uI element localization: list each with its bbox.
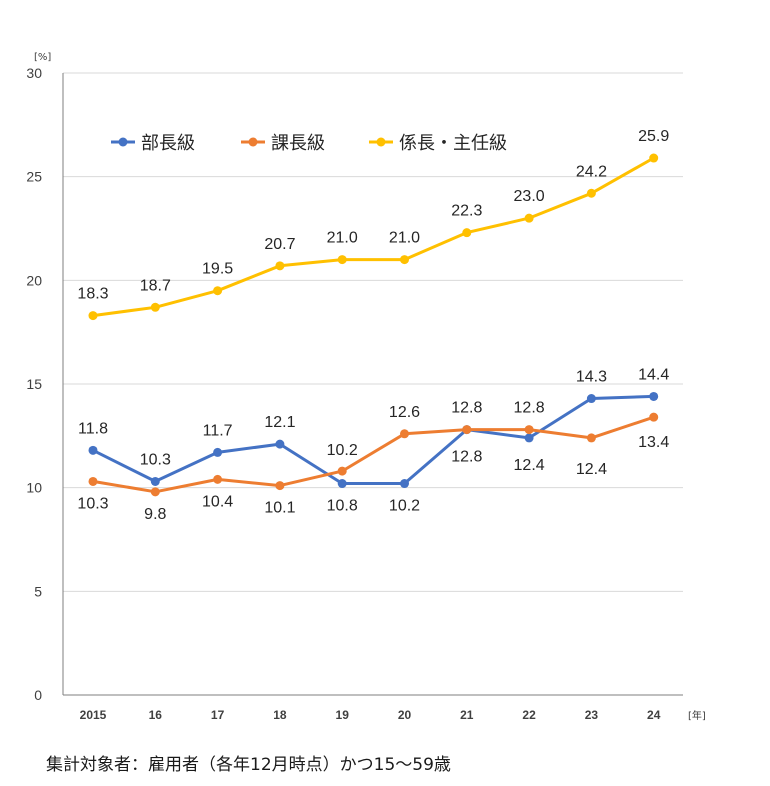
legend-label: 部長級 <box>141 133 195 154</box>
data-point <box>88 445 98 455</box>
data-label: 10.2 <box>327 442 358 459</box>
data-point <box>400 255 409 265</box>
data-label: 20.7 <box>264 236 295 253</box>
data-label: 18.3 <box>77 286 108 303</box>
data-point <box>649 153 659 163</box>
footnote: 集計対象者：雇用者（各年12月時点）かつ15～59歳 <box>46 755 451 775</box>
data-point <box>586 433 596 443</box>
legend-label: 係長・主任級 <box>399 133 507 154</box>
data-point <box>649 412 659 422</box>
series-line <box>92 156 655 318</box>
data-label: 12.8 <box>451 449 482 466</box>
x-tick-label: 18 <box>273 708 287 722</box>
data-label: 11.7 <box>203 422 233 439</box>
x-tick-label: 23 <box>585 708 599 722</box>
legend-marker <box>118 137 128 147</box>
data-label: 10.4 <box>202 493 233 510</box>
data-point <box>88 311 98 321</box>
x-tick-label: 20 <box>398 708 412 722</box>
data-point <box>337 255 347 265</box>
x-tick-label: 17 <box>211 708 225 722</box>
data-point <box>213 447 223 457</box>
legend-marker <box>248 137 258 147</box>
legend: 部長級 課長級 係長・主任級 <box>111 133 507 154</box>
data-label: 12.8 <box>451 400 482 417</box>
data-point <box>586 394 596 404</box>
data-label: 18.7 <box>140 277 171 294</box>
data-label: 12.8 <box>514 400 545 417</box>
data-point <box>150 302 160 312</box>
data-label: 21.0 <box>327 230 358 247</box>
data-label: 10.3 <box>140 451 171 468</box>
data-label: 10.8 <box>327 498 358 515</box>
data-point <box>400 429 409 439</box>
data-label: 12.4 <box>576 461 607 478</box>
data-label: 10.1 <box>264 500 295 517</box>
data-label: 13.4 <box>638 434 669 451</box>
data-point <box>337 479 347 489</box>
data-point <box>275 481 285 491</box>
y-tick-label: 5 <box>34 583 42 599</box>
data-point <box>150 476 160 486</box>
x-tick-label: 16 <box>149 708 163 722</box>
data-label: 10.3 <box>77 495 108 512</box>
y-tick-label: 10 <box>26 480 42 496</box>
x-tick-label: 24 <box>647 708 661 722</box>
data-point <box>337 466 347 476</box>
y-tick-label: 20 <box>26 272 42 288</box>
x-axis-unit-label: [年] <box>688 709 706 722</box>
axes: 0 5 10 15 20 25 30 [%] 2015 16 17 18 19 20 21 22 23 24 [年] <box>26 52 705 722</box>
data-label: 12.1 <box>264 414 295 431</box>
data-label: 12.6 <box>389 404 420 421</box>
data-point <box>150 487 160 497</box>
data-point <box>524 433 534 443</box>
data-point <box>462 228 472 238</box>
series-line <box>92 394 654 485</box>
y-tick-label: 25 <box>26 169 42 185</box>
data-label: 21.0 <box>389 230 420 247</box>
data-label: 22.3 <box>451 203 482 220</box>
line-chart: 0 5 10 15 20 25 30 [%] 2015 16 17 18 19 20 21 22 23 24 [年]… <box>26 52 705 722</box>
y-tick-label: 15 <box>26 376 42 392</box>
data-point <box>88 476 98 486</box>
x-tick-label: 2015 <box>80 708 107 722</box>
series-line <box>92 415 655 494</box>
series-lines <box>88 153 659 497</box>
data-labels: 11.8 10.3 11.7 12.1 10.8 10.2 12.8 12.4 14.3 14.4… <box>77 128 669 523</box>
x-tick-label: 21 <box>460 708 474 722</box>
data-label: 24.2 <box>576 163 607 180</box>
data-label: 11.8 <box>78 420 108 437</box>
y-tick-label: 0 <box>34 687 42 703</box>
data-label: 12.4 <box>514 457 545 474</box>
data-point <box>649 391 659 401</box>
legend-marker <box>376 137 386 147</box>
data-label: 9.8 <box>144 506 166 523</box>
data-point <box>213 286 223 296</box>
legend-label: 課長級 <box>271 133 325 154</box>
data-label: 19.5 <box>202 261 233 278</box>
data-point <box>462 425 472 435</box>
data-point <box>524 425 534 435</box>
x-tick-label: 22 <box>522 708 536 722</box>
y-axis-unit-label: [%] <box>34 52 51 63</box>
data-label: 23.0 <box>514 188 545 205</box>
data-point <box>275 261 285 271</box>
data-label: 25.9 <box>638 128 669 145</box>
data-label: 14.4 <box>638 366 669 383</box>
data-point <box>213 474 223 484</box>
y-tick-label: 30 <box>26 65 42 81</box>
data-label: 14.3 <box>576 369 607 386</box>
data-point <box>586 188 596 198</box>
data-point <box>524 213 534 223</box>
data-label: 10.2 <box>389 498 420 515</box>
gridlines <box>63 72 683 592</box>
data-point <box>275 439 285 449</box>
data-point <box>400 479 409 489</box>
x-tick-label: 19 <box>336 708 350 722</box>
